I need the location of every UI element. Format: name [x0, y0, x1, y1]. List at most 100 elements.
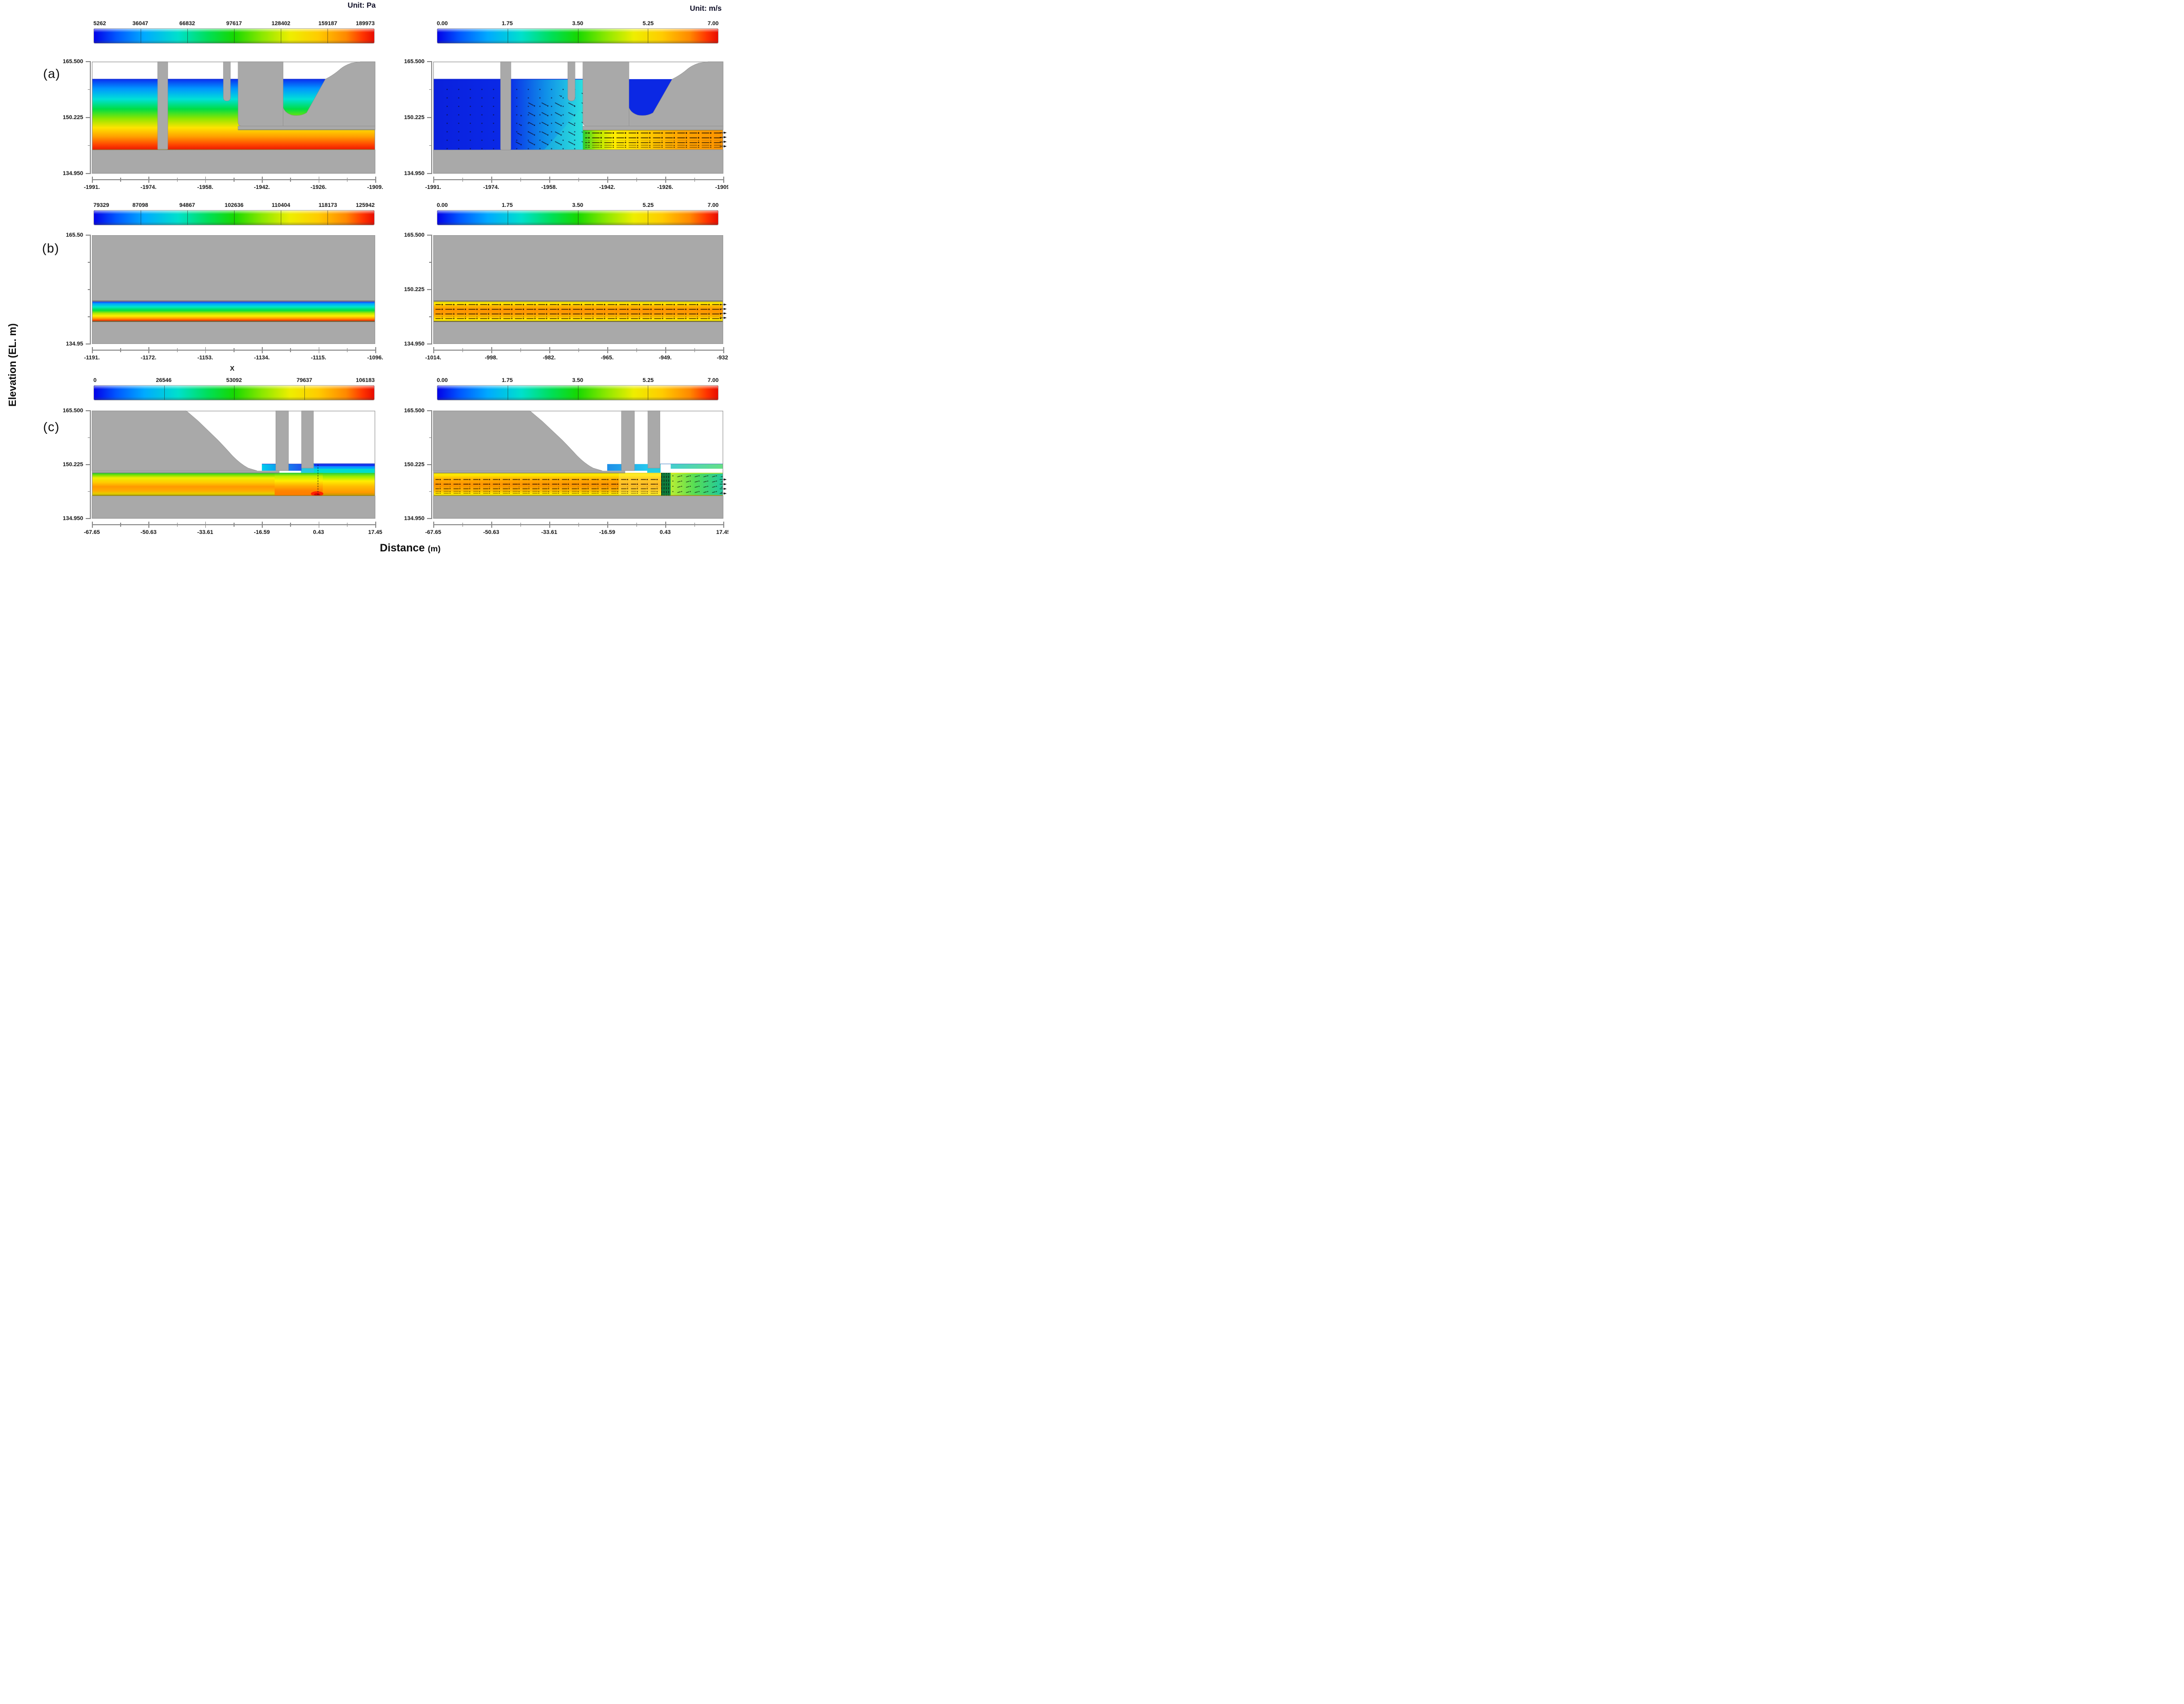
dam-structure [91, 410, 376, 519]
velocity-arrows-approach [514, 91, 583, 149]
axis-tick [723, 347, 724, 353]
gate-pier-left [275, 410, 289, 471]
axis-tick [491, 177, 492, 183]
axis-tick [427, 289, 432, 290]
axis-tick [88, 262, 91, 263]
x-tick-label: -1191. [84, 355, 100, 361]
axis-tick [462, 523, 463, 527]
x-axis-title-text: Distance [380, 542, 425, 554]
panel-b-pressure [91, 235, 375, 344]
axis-tick [520, 178, 521, 182]
x-axis-b-left: -1191. -1172. -1153. -1134. -1115. -1096. [84, 347, 383, 363]
colorbar-tick-label: 7.00 [707, 202, 719, 208]
x-tick-label: -1942. [254, 184, 270, 190]
conduit-pressure-strip [92, 301, 375, 321]
axis-tick [120, 178, 121, 182]
axis-tick [549, 522, 550, 528]
water-surface-line [92, 79, 375, 80]
axis-tick [88, 437, 91, 438]
x-tick-label: -33.61 [197, 529, 214, 535]
colorbar-gradient [93, 28, 375, 44]
axis-tick [429, 89, 432, 90]
y-axis-labels-b-left: 165.50 134.95 [51, 232, 83, 347]
colorbar-tick-label: 26546 [156, 377, 172, 384]
axis-tick [148, 177, 149, 183]
axis-tick [375, 177, 376, 183]
conduit-roof-slab [583, 126, 724, 130]
x-tick-label: 17.45 [368, 529, 382, 535]
axis-tick [205, 177, 206, 183]
x-tick-label: -949. [659, 355, 672, 361]
x-tick-label: -1991. [84, 184, 100, 190]
x-tick-label: -1926. [310, 184, 327, 190]
x-tick-label: -982. [543, 355, 556, 361]
colorbar-tick-label: 110404 [272, 202, 291, 208]
plot-frame [433, 235, 723, 344]
axis-tick [462, 178, 463, 182]
axis-tick [318, 177, 320, 183]
y-tick-label: 165.500 [404, 59, 424, 65]
x-tick-label: -50.63 [483, 529, 499, 535]
outflow-arrows [720, 303, 727, 319]
colorbar-tick-label: 1.75 [501, 377, 513, 384]
velocity-unit-label: Unit: m/s [689, 5, 722, 13]
axis-tick [177, 178, 178, 182]
dam-structure [433, 61, 724, 174]
plot-frame [433, 62, 723, 174]
x-tick-label: -67.65 [425, 529, 441, 535]
velocity-contour-b [433, 235, 727, 344]
colorbar-divider [327, 29, 328, 43]
axis-tick [462, 348, 463, 352]
y-tick-label: 150.225 [404, 462, 424, 468]
x-tick-label: -932. [717, 355, 728, 361]
colorbar-tick-label: 0.00 [437, 21, 448, 27]
axis-tick [607, 522, 608, 528]
colorbar-tick-labels: 0.00 1.75 3.50 5.25 7.00 [437, 202, 719, 210]
y-tick-label: 150.225 [63, 462, 83, 468]
axis-tick [636, 348, 637, 352]
axis-tick [427, 410, 432, 411]
bank-with-gate-shaft [629, 61, 724, 126]
axis-tick [427, 61, 432, 62]
x-axis-a-right: -1991. -1974. -1958. -1942. -1926. -1909. [425, 177, 728, 193]
axis-tick [346, 523, 348, 527]
velocity-contour-a [433, 61, 727, 174]
axis-tick [88, 316, 91, 317]
colorbar-tick-label: 3.50 [572, 202, 584, 208]
axis-tick [636, 178, 637, 182]
x-axis-title-unit: (m) [428, 545, 441, 553]
x-tick-label: -1942. [599, 184, 615, 190]
y-tick-label: 134.950 [63, 515, 83, 522]
plot-frame [91, 62, 375, 174]
colorbar-tick-label: 53092 [226, 377, 242, 384]
x-axis-title: Distance (m) [380, 542, 440, 554]
y-tick-label: 165.500 [63, 59, 83, 65]
stoplog-pier [567, 61, 575, 101]
colorbar-tick-label: 3.50 [572, 377, 584, 384]
axis-tick [234, 348, 235, 352]
axis-tick [723, 177, 724, 183]
axis-tick [86, 410, 91, 411]
axis-tick [262, 177, 263, 183]
conduit-roof-slab [433, 470, 626, 473]
plot-frame [433, 411, 723, 519]
plot-frame [91, 235, 375, 344]
colorbar-divider [187, 210, 188, 225]
x-tick-label: -965. [601, 355, 614, 361]
x-tick-label: -1926. [657, 184, 673, 190]
colorbar-tick-label: 7.00 [707, 21, 719, 27]
x-tick-label: -67.65 [84, 529, 100, 535]
velocity-field [433, 464, 727, 496]
axis-tick [205, 347, 206, 353]
y-tick-label: 165.50 [66, 232, 83, 238]
y-axis-labels-c-right: 165.500 150.225 134.950 [393, 408, 424, 522]
y-tick-label: 165.500 [404, 408, 424, 414]
axis-tick [234, 178, 235, 182]
axis-tick [86, 117, 91, 118]
axis-tick [205, 522, 206, 528]
axis-tick [607, 347, 608, 353]
axis-tick [665, 347, 666, 353]
pressure-contour-a [91, 61, 376, 174]
colorbar-tick-labels: 0.00 1.75 3.50 5.25 7.00 [437, 377, 719, 385]
y-tick-label: 134.95 [66, 341, 83, 347]
